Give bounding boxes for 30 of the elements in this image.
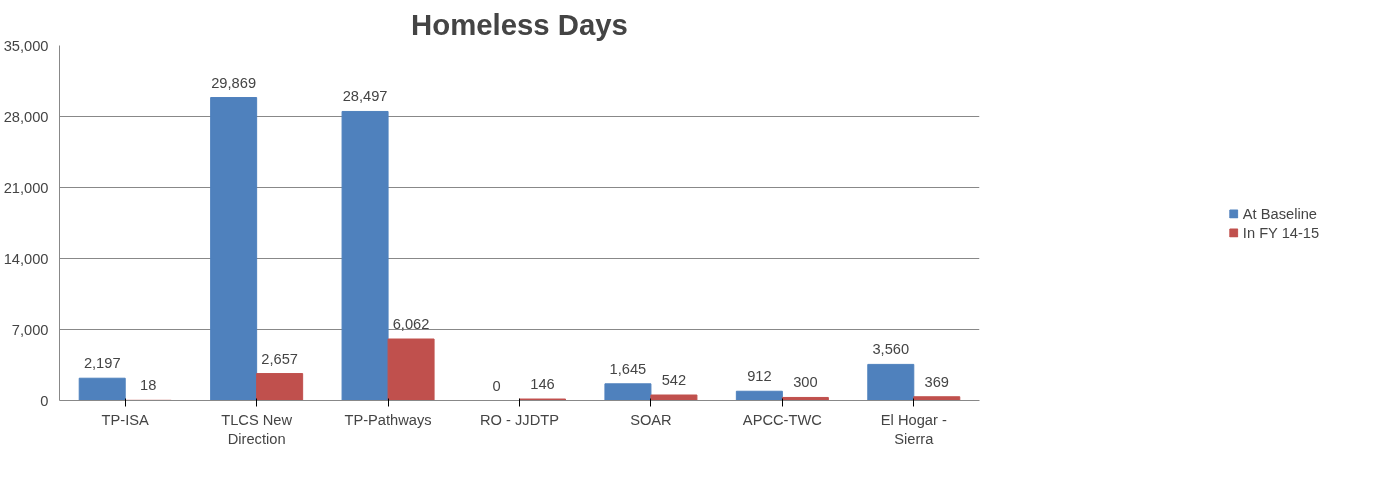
y-tick-label: 35,000 [3,37,49,54]
data-label: 28,497 [342,88,388,105]
y-tick-label: 0 [40,392,49,409]
y-tick-label: 21,000 [3,179,49,196]
x-tick-label: TP-ISA [101,411,150,428]
data-label: 2,197 [83,355,121,372]
data-label: 18 [140,377,157,394]
data-label: 912 [747,368,772,385]
data-label: 0 [492,377,501,394]
data-label: 369 [924,373,950,390]
data-label: 542 [661,372,687,388]
y-tick-label: 28,000 [3,108,49,125]
data-label: 6,062 [392,316,430,333]
x-tick-label: TP-Pathways [344,411,432,428]
data-label: 29,869 [211,74,257,91]
x-tick-label: TLCS New Direction [221,411,293,447]
data-label: 2,657 [261,350,298,367]
chart-title: Homeless Days [411,7,628,41]
data-label: 146 [530,376,555,393]
legend-label: At Baseline [1242,205,1317,221]
x-tick-label: APCC-TWC [742,411,823,428]
y-tick-label: 7,000 [11,321,49,338]
x-tick-label: El Hogar - Sierra [880,411,947,447]
legend-label: In FY 14-15 [1242,224,1320,240]
x-tick-label: RO - JJDTP [480,411,559,428]
data-label: 1,645 [609,360,647,377]
x-tick-label: SOAR [630,411,672,428]
y-tick-label: 14,000 [3,250,49,267]
data-label: 300 [793,374,818,391]
data-label: 3,560 [872,341,910,358]
